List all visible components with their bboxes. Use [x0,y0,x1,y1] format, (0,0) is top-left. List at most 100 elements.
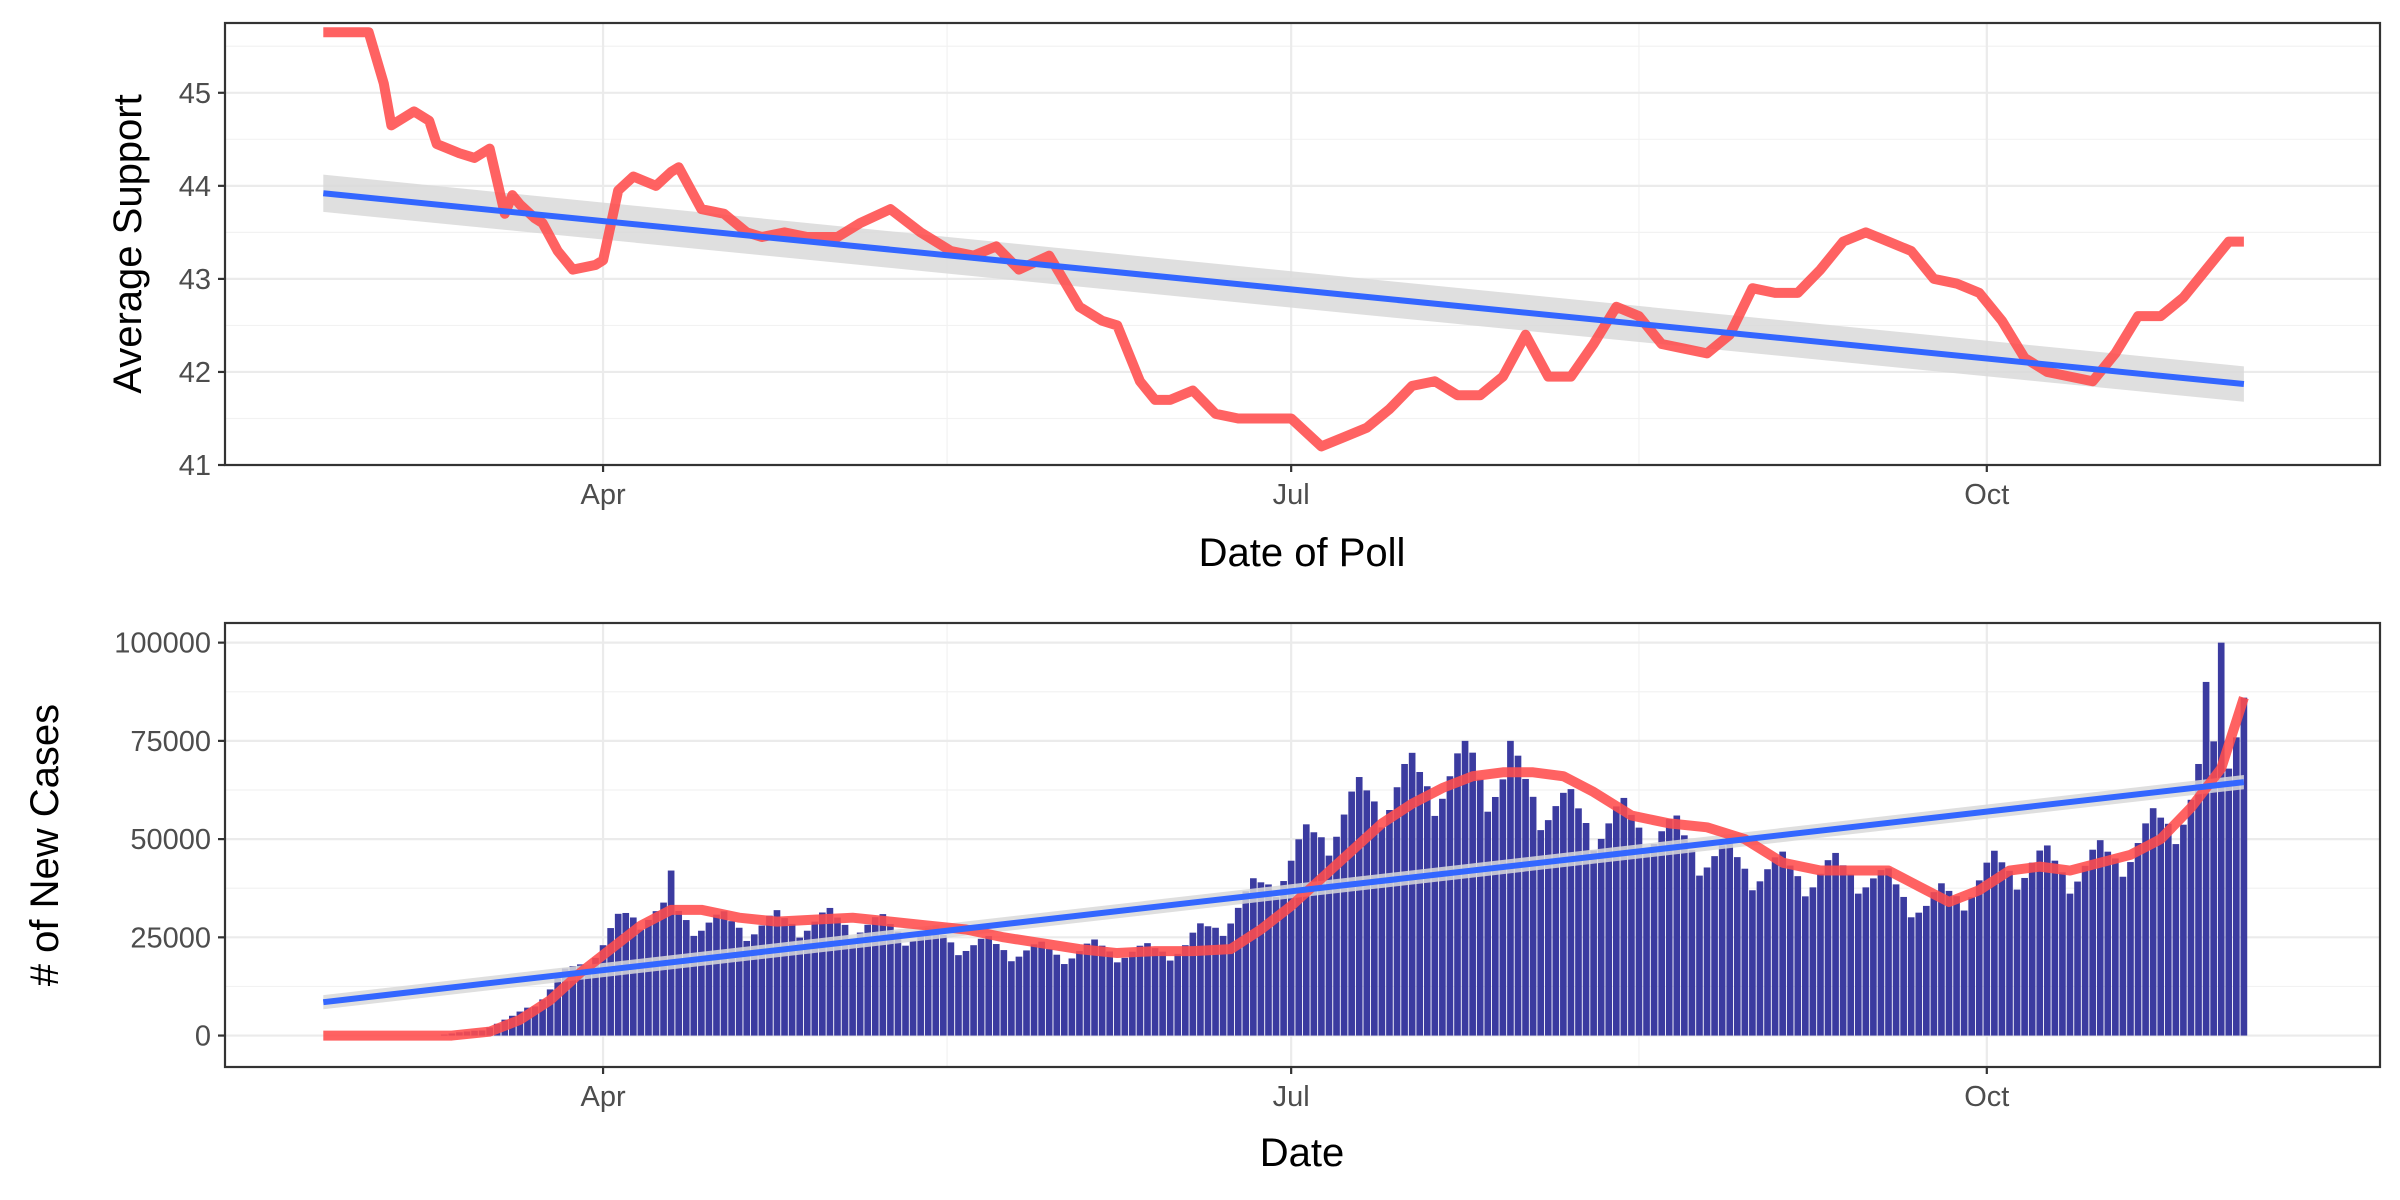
cases-bar [1136,945,1144,1036]
cases-bar [1106,951,1114,1036]
cases-bar [1363,790,1371,1036]
cases-bar [1348,791,1355,1036]
cases-bar [705,922,713,1036]
cases-x-tick-label: Jul [1273,1081,1310,1113]
cases-bar [1673,815,1681,1036]
cases-bar [554,978,562,1036]
cases-bar [1537,830,1545,1036]
cases-bar [2112,858,2119,1036]
cases-bar [675,910,683,1036]
cases-bar [1998,862,2006,1036]
cases-bar [1197,923,1204,1036]
support-x-axis-title: Date of Poll [1199,531,1406,575]
cases-bar [826,907,834,1036]
support-plot-area [225,23,2380,465]
cases-bar [796,937,803,1036]
cases-bar [1718,845,1726,1036]
cases-bar [1567,789,1575,1036]
cases-x-tick-label: Oct [1964,1081,2009,1113]
cases-bar [531,1006,539,1036]
cases-y-axis-title: # of New Cases [23,704,67,986]
cases-bars [440,642,2248,1036]
cases-bar [1144,943,1151,1036]
cases-bar [1265,884,1272,1036]
support-y-tick-label: 41 [179,450,211,482]
cases-bar [1658,831,1665,1036]
cases-bar [1302,824,1310,1036]
support-support-line [323,27,2244,452]
cases-bar [1439,798,1446,1036]
cases-bar [2202,681,2210,1036]
cases-bar [2142,823,2149,1036]
cases-bar [1234,907,1242,1036]
cases-bar [546,989,554,1036]
cases-bar [856,932,864,1036]
cases-bar [2013,889,2021,1036]
cases-bar [1839,865,1847,1036]
cases-bar [1174,953,1182,1036]
cases-bar [1703,867,1711,1036]
cases-bar [2043,845,2051,1036]
cases-bar [788,923,796,1036]
cases-x-tick-label: Apr [580,1081,625,1113]
cases-bar [1151,948,1159,1036]
cases-bar [1590,850,1597,1036]
cases-y-tick-label: 25000 [130,922,211,954]
cases-bar [1930,892,1938,1036]
cases-bar [1771,857,1779,1036]
cases-bar [2096,840,2104,1036]
cases-bar [1015,956,1023,1036]
cases-bar [849,938,856,1036]
cases-bar [1333,836,1340,1036]
cases-bar [577,964,584,1036]
cases-bar [1885,868,1892,1036]
cases-panel-border [223,621,2382,1069]
cases-bar [2217,642,2225,1036]
cases-trend-line [322,779,2245,1006]
cases-x-axis-title: Date [1260,1131,1345,1175]
cases-bar [1688,850,1696,1036]
cases-bar [690,935,698,1036]
cases-bar [992,944,1000,1036]
cases-bar [1938,883,1945,1036]
support-x-tick-label: Apr [580,479,625,511]
cases-bar [1000,950,1008,1036]
cases-bar [819,912,826,1036]
cases-bar [2187,799,2195,1036]
cases-bar [1340,814,1348,1036]
cases-bar [1310,832,1318,1036]
cases-bar [1446,776,1454,1036]
cases-bar [607,928,614,1036]
cases-bar [2195,763,2202,1036]
cases-bar [1227,923,1234,1036]
cases-bar [1900,896,1907,1036]
cases-bar [1529,796,1537,1036]
cases-bar [1975,880,1983,1036]
cases-bar [803,930,811,1036]
cases-bar [561,968,569,1036]
cases-bar [592,957,599,1036]
cases-y-tick-label: 50000 [130,824,211,856]
cases-bar [713,914,720,1036]
cases-bar [1582,823,1590,1036]
cases-chart: 0 25000 50000 75000 100000 Apr Jul Oct D… [23,621,2382,1175]
support-y-tick-label: 42 [179,357,211,389]
cases-bar [970,945,977,1036]
cases-bar [1008,961,1015,1036]
cases-bar [1862,887,1870,1036]
cases-bar [887,924,894,1036]
cases-bar [758,925,766,1036]
cases-bar [743,940,751,1036]
cases-bar [1779,851,1786,1036]
support-panel-border [223,21,2382,467]
cases-bar [985,936,993,1036]
cases-x-axis: Apr Jul Oct [580,1067,2009,1113]
cases-bar [932,925,940,1036]
cases-bar [962,950,970,1036]
cases-bar [2066,893,2074,1036]
cases-bar [1023,950,1030,1036]
cases-bar [1212,927,1219,1036]
cases-bar [1756,881,1764,1036]
cases-bar [1522,778,1529,1036]
